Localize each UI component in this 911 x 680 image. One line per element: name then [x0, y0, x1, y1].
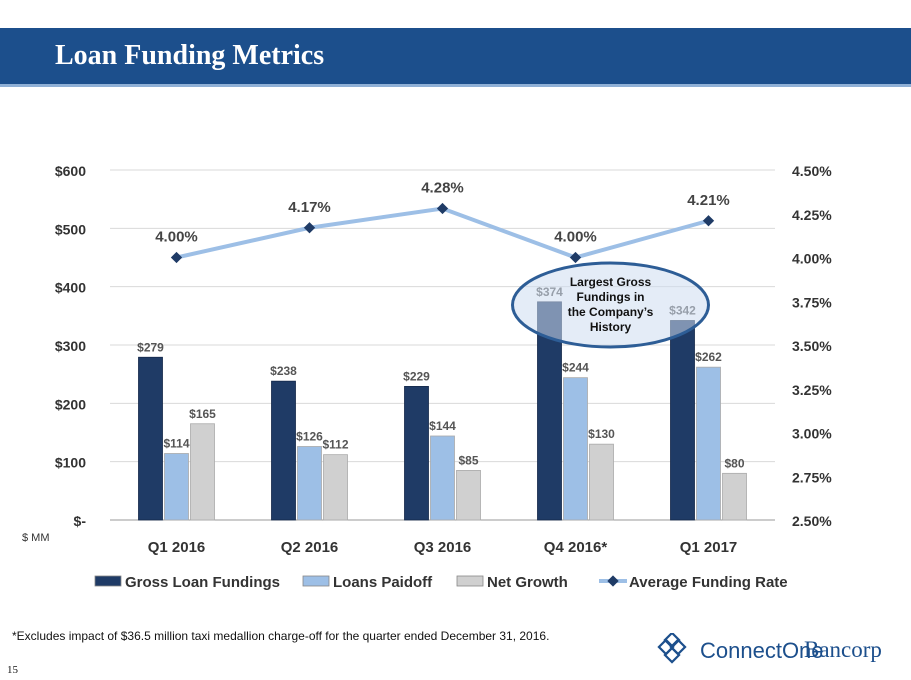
- bar: [430, 435, 455, 521]
- line-value-label: 4.00%: [554, 229, 597, 246]
- y-right-tick-label: 2.75%: [792, 469, 832, 485]
- y-left-tick-label: $300: [55, 338, 86, 354]
- bar-value-label: $85: [458, 453, 478, 467]
- bar-value-label: $238: [270, 364, 297, 378]
- y-right-tick-label: 3.75%: [792, 294, 832, 310]
- line-value-label: 4.28%: [421, 180, 464, 197]
- page-title: Loan Funding Metrics: [55, 40, 325, 71]
- legend-swatch: [94, 575, 122, 587]
- y-right-tick-label: 3.50%: [792, 338, 832, 354]
- legend-label: Average Funding Rate: [629, 574, 788, 591]
- annotation-text: Fundings in: [577, 290, 645, 304]
- y-left-tick-label: $500: [55, 221, 86, 237]
- bar-value-label: $112: [322, 438, 348, 452]
- loan-funding-chart: $- $100 $200 $300 $400 $500 $600 2.50% 2.75% 3.00…: [22, 163, 832, 591]
- y-right-tick-label: 3.25%: [792, 382, 832, 398]
- legend-swatch: [456, 575, 484, 587]
- line-value-label: 4.21%: [687, 192, 730, 209]
- bar: [456, 470, 481, 521]
- page-number: 15: [7, 664, 18, 676]
- y-right-tick-label: 4.00%: [792, 251, 832, 267]
- line-point: [702, 215, 715, 227]
- y-right-tick-label: 2.50%: [792, 513, 832, 529]
- y-left-tick-label: $200: [55, 396, 86, 412]
- bar-value-label: $114: [163, 437, 189, 451]
- bar: [563, 377, 588, 521]
- logo-name: ConnectOne: [700, 638, 824, 663]
- logo-suffix: Bancorp: [804, 637, 882, 662]
- annotation-text: History: [590, 320, 632, 334]
- line-value-label: 4.17%: [288, 199, 331, 216]
- y-right-tick-label: 3.00%: [792, 426, 832, 442]
- y-left-unit-label: $ MM: [22, 532, 50, 544]
- annotation-text: Largest Gross: [570, 275, 652, 289]
- bar: [138, 356, 163, 521]
- line-series: [176, 206, 710, 260]
- y-right-tick-label: 4.25%: [792, 207, 832, 223]
- bar: [670, 320, 695, 521]
- bar: [190, 423, 215, 521]
- line-point: [569, 251, 582, 264]
- bar-value-label: $262: [695, 350, 722, 364]
- x-tick-label: Q2 2016: [281, 539, 339, 556]
- y-left-tick-label: $600: [55, 163, 86, 179]
- y-right-tick-label: 4.50%: [792, 163, 832, 179]
- bar-value-label: $126: [296, 430, 323, 444]
- bar: [696, 366, 721, 521]
- bar-value-label: $144: [429, 419, 456, 433]
- bar: [297, 446, 322, 521]
- annotation-text: the Company’s: [568, 305, 654, 319]
- line-value-label: 4.00%: [155, 229, 198, 246]
- bar: [589, 443, 614, 521]
- company-logo: ConnectOne Bancorp: [656, 631, 906, 671]
- x-tick-label: Q3 2016: [414, 539, 472, 556]
- y-left-tick-label: $400: [55, 280, 86, 296]
- line-point: [170, 251, 183, 264]
- legend-label: Net Growth: [487, 574, 568, 591]
- x-tick-label: Q1 2017: [680, 539, 738, 556]
- y-left-tick-label: $-: [74, 513, 87, 529]
- header-bar: [0, 28, 911, 87]
- bar-value-label: $244: [562, 361, 589, 375]
- bar: [722, 472, 747, 521]
- bar: [404, 386, 429, 521]
- bar: [164, 453, 189, 521]
- line-point: [436, 202, 449, 215]
- bar-value-label: $130: [588, 427, 615, 441]
- line-point: [303, 222, 316, 234]
- y-left-tick-label: $100: [55, 455, 86, 471]
- legend-label: Loans Paidoff: [333, 574, 433, 591]
- x-tick-label: Q4 2016*: [544, 539, 608, 556]
- footnote: *Excludes impact of $36.5 million taxi m…: [12, 629, 550, 643]
- x-tick-label: Q1 2016: [148, 539, 206, 556]
- bar: [323, 454, 348, 521]
- bar: [271, 380, 296, 521]
- legend-marker: [607, 575, 619, 587]
- legend-swatch: [302, 575, 330, 587]
- logo-icon: [657, 631, 687, 664]
- annotation-ellipse: [511, 261, 710, 349]
- bar-value-label: $229: [403, 369, 430, 383]
- bar-value-label: $279: [137, 340, 164, 354]
- bar-value-label: $165: [189, 407, 216, 421]
- legend-label: Gross Loan Fundings: [125, 574, 280, 591]
- bar-value-label: $80: [724, 456, 744, 470]
